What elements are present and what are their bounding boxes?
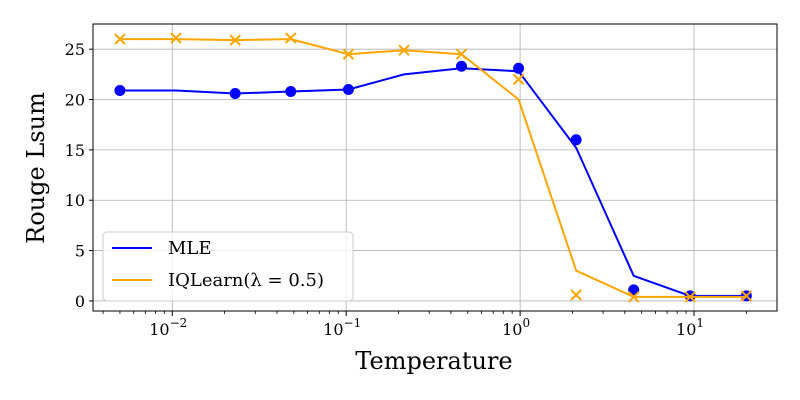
y-tick-label: 15 bbox=[65, 141, 85, 160]
data-point-stroke bbox=[455, 48, 468, 60]
legend-box bbox=[102, 231, 354, 302]
data-point-1 bbox=[114, 33, 126, 45]
legend-label-mle: MLE bbox=[168, 238, 212, 259]
data-point-stroke bbox=[398, 44, 410, 56]
data-point-0 bbox=[114, 84, 126, 96]
data-point-stroke bbox=[229, 34, 241, 46]
legend: MLE IQLearn(λ = 0.5) bbox=[102, 231, 354, 302]
y-tick-label: 25 bbox=[65, 40, 85, 59]
data-point-stroke bbox=[342, 48, 355, 60]
data-point-1 bbox=[342, 48, 355, 60]
data-point-stroke bbox=[740, 290, 753, 302]
data-point-stroke bbox=[114, 33, 126, 45]
y-tick-label: 0 bbox=[75, 292, 85, 311]
data-point-0 bbox=[229, 87, 241, 99]
data-point-1 bbox=[570, 289, 582, 301]
data-point-1 bbox=[512, 73, 525, 86]
data-point-1 bbox=[285, 32, 297, 44]
data-point-stroke bbox=[684, 291, 696, 303]
x-tick-label: 100 bbox=[502, 316, 530, 339]
legend-label-iqlearn: IQLearn(λ = 0.5) bbox=[168, 270, 324, 291]
data-point-stroke bbox=[170, 32, 182, 44]
y-tick-label: 20 bbox=[65, 91, 85, 110]
plot-frame bbox=[92, 23, 778, 312]
data-point-1 bbox=[740, 290, 753, 302]
y-axis-label: Rouge Lsum bbox=[22, 92, 50, 244]
x-tick-label: 10−1 bbox=[323, 316, 361, 339]
data-point-stroke bbox=[570, 289, 582, 301]
data-point-1 bbox=[684, 291, 696, 303]
y-tick-label: 5 bbox=[75, 242, 85, 261]
x-axis-label: Temperature bbox=[355, 347, 512, 375]
data-point-1 bbox=[398, 44, 410, 56]
data-point-1 bbox=[628, 291, 640, 303]
data-point-0 bbox=[342, 83, 354, 95]
x-tick-label: 10−2 bbox=[149, 316, 187, 339]
ticks-layer: 0 5 10 15 20 25 10−2 10−1 100 101 bbox=[65, 40, 747, 339]
data-point-stroke bbox=[285, 32, 297, 44]
data-point-1 bbox=[455, 48, 468, 60]
series-layer bbox=[114, 32, 753, 303]
data-point-0 bbox=[628, 284, 640, 296]
data-point-stroke bbox=[512, 73, 525, 86]
series-line-1 bbox=[119, 38, 747, 298]
data-point-1 bbox=[229, 34, 241, 46]
x-tick-label: 101 bbox=[676, 316, 704, 339]
data-point-0 bbox=[455, 60, 467, 72]
data-point-0 bbox=[285, 85, 297, 97]
y-tick-label: 10 bbox=[65, 191, 85, 210]
series-line-0 bbox=[119, 67, 747, 297]
data-point-1 bbox=[170, 32, 182, 44]
data-point-0 bbox=[513, 62, 525, 74]
data-point-stroke bbox=[628, 291, 640, 303]
data-point-0 bbox=[570, 134, 582, 146]
